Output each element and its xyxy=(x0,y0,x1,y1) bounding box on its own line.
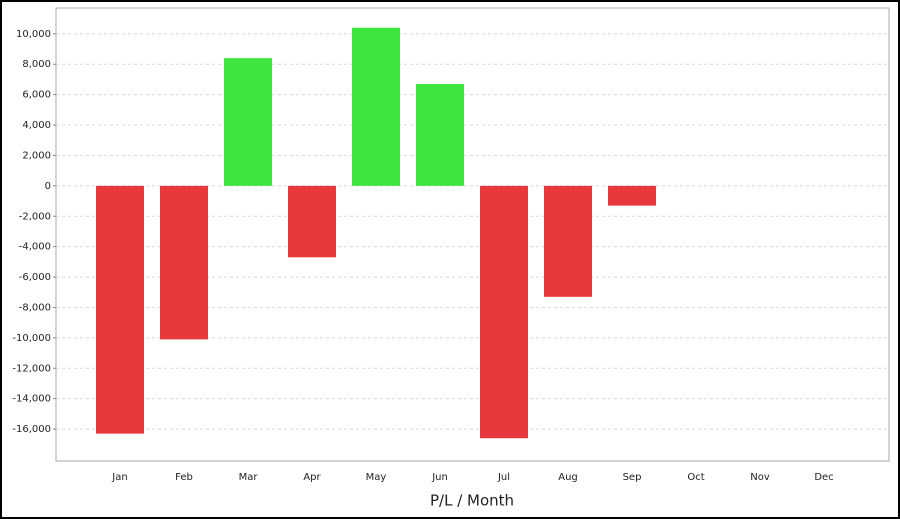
y-tick-label: 6,000 xyxy=(22,90,51,101)
x-tick-label: Aug xyxy=(558,472,578,483)
x-tick-label: Jun xyxy=(431,472,448,483)
bar xyxy=(480,185,528,439)
x-tick-label: Dec xyxy=(814,472,833,483)
x-tick-label: Jan xyxy=(111,472,127,483)
x-tick-label: Mar xyxy=(239,472,259,483)
y-tick-label: -2,000 xyxy=(19,211,51,222)
y-tick-label: -4,000 xyxy=(19,242,51,253)
x-tick-label: Nov xyxy=(750,472,770,483)
y-tick-label: -12,000 xyxy=(12,363,51,374)
x-tick-label: Jul xyxy=(497,472,510,483)
bar xyxy=(96,185,144,434)
bar xyxy=(288,185,336,258)
bar xyxy=(416,84,464,186)
y-tick-label: -6,000 xyxy=(19,272,51,283)
y-tick-label: -16,000 xyxy=(12,424,51,435)
x-tick-label: Oct xyxy=(687,472,704,483)
x-axis-label: P/L / Month xyxy=(430,492,514,510)
y-tick-label: 8,000 xyxy=(22,59,51,70)
y-tick-label: 10,000 xyxy=(16,29,51,40)
y-tick-label: -14,000 xyxy=(12,394,51,405)
y-tick-label: 0 xyxy=(45,181,51,192)
x-tick-label: Feb xyxy=(175,472,193,483)
bar xyxy=(224,58,272,186)
bar xyxy=(160,185,208,340)
x-tick-label: May xyxy=(366,472,387,483)
y-tick-label: -10,000 xyxy=(12,333,51,344)
bar xyxy=(544,185,592,297)
x-tick-label: Sep xyxy=(623,472,642,483)
y-tick-label: 4,000 xyxy=(22,120,51,131)
x-tick-label: Apr xyxy=(303,472,321,483)
bar xyxy=(608,185,656,206)
y-tick-label: -8,000 xyxy=(19,302,51,313)
bar xyxy=(352,27,400,186)
y-tick-label: 2,000 xyxy=(22,150,51,161)
